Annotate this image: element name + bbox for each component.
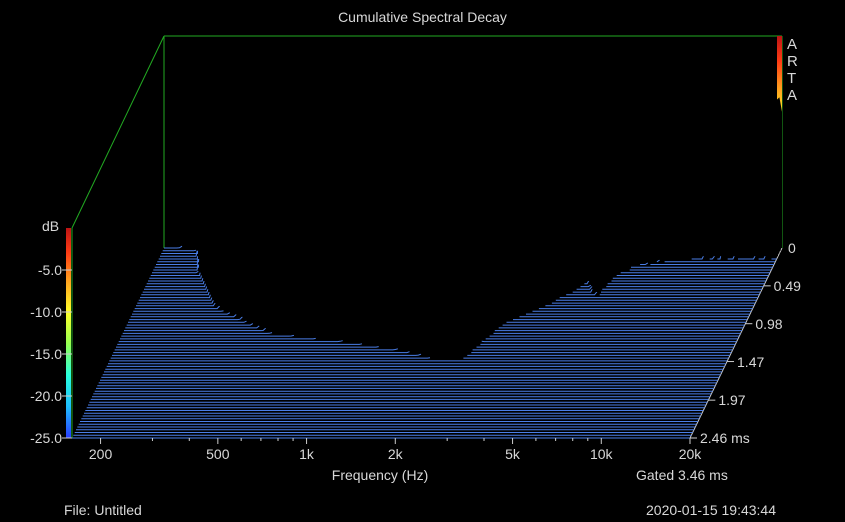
colorbar-tick-label: -5.0 bbox=[37, 262, 62, 278]
decay-trace bbox=[640, 262, 649, 265]
decay-trace bbox=[576, 286, 593, 290]
decay-trace bbox=[126, 323, 254, 326]
decay-trace bbox=[154, 226, 202, 268]
decay-trace bbox=[160, 243, 200, 257]
axis-ticks bbox=[100, 285, 771, 444]
decay-trace bbox=[117, 343, 363, 345]
time-tick-label: 1.47 bbox=[737, 353, 765, 370]
trace-mask bbox=[164, 46, 782, 248]
time-tick-label: 2.46 ms bbox=[700, 430, 750, 446]
decay-trace bbox=[122, 332, 273, 334]
arta-letter: A bbox=[787, 36, 798, 53]
decay-trace bbox=[150, 261, 203, 276]
colorbar-tick-label: -20.0 bbox=[30, 388, 62, 404]
x-tick-label: 200 bbox=[88, 446, 113, 462]
decay-trace bbox=[156, 243, 201, 265]
decay-trace bbox=[148, 269, 206, 282]
x-tick-label: 20k bbox=[678, 446, 702, 462]
decay-trace bbox=[116, 346, 379, 348]
colorbar-ticks bbox=[62, 269, 72, 439]
x-axis-label: Frequency (Hz) bbox=[331, 467, 429, 483]
arta-letter: A bbox=[787, 87, 798, 104]
decay-trace bbox=[118, 340, 343, 343]
arta-letter: T bbox=[787, 70, 797, 87]
time-tick-label: 0.49 bbox=[773, 277, 801, 294]
colorbar-tick-label: -15.0 bbox=[30, 346, 62, 362]
decay-trace bbox=[738, 253, 757, 260]
decay-trace bbox=[141, 285, 212, 296]
time-axis-line bbox=[689, 247, 783, 439]
decay-trace bbox=[138, 292, 214, 301]
x-tick-label: 5k bbox=[505, 446, 520, 462]
side-diagonal-edge bbox=[71, 35, 165, 229]
decay-trace bbox=[152, 270, 199, 274]
decay-trace bbox=[162, 249, 197, 252]
decay-trace bbox=[149, 265, 204, 279]
arta-letter: R bbox=[787, 53, 798, 70]
decay-trace bbox=[656, 259, 660, 263]
decay-trace bbox=[161, 213, 201, 254]
decay-trace bbox=[691, 253, 706, 260]
gate-label: Gated 3.46 ms bbox=[636, 467, 728, 483]
decay-trace bbox=[120, 337, 316, 340]
decay-trace bbox=[144, 279, 209, 290]
decay-trace bbox=[709, 255, 716, 260]
decay-trace bbox=[128, 320, 247, 323]
decay-trace bbox=[145, 277, 208, 288]
decay-trace bbox=[146, 273, 207, 285]
decay-trace bbox=[130, 314, 237, 318]
x-tick-label: 10k bbox=[589, 446, 613, 462]
x-tick-label: 1k bbox=[299, 446, 314, 462]
colorbar-label: dB bbox=[42, 218, 60, 234]
decay-trace bbox=[580, 284, 592, 288]
colorbar-scale-left bbox=[66, 228, 71, 438]
decay-trace bbox=[153, 248, 201, 271]
decay-trace bbox=[114, 348, 399, 351]
z-axis-zero-label: 0 bbox=[788, 240, 796, 256]
decay-trace bbox=[134, 305, 220, 310]
decay-trace bbox=[112, 353, 422, 356]
x-tick-label: 500 bbox=[206, 446, 230, 462]
decay-trace bbox=[158, 233, 201, 260]
datetime-label: 2020-01-15 19:43:44 bbox=[646, 502, 776, 518]
decay-trace bbox=[121, 334, 295, 337]
colorbar-tick-label: -10.0 bbox=[30, 304, 62, 320]
decay-trace bbox=[125, 325, 260, 329]
x-tick-label: 2k bbox=[387, 446, 403, 462]
decay-traces bbox=[72, 46, 782, 439]
decay-trace bbox=[129, 316, 243, 321]
decay-trace bbox=[113, 351, 410, 354]
colorbar-tick-label: -25.0 bbox=[30, 430, 62, 446]
time-tick-label: 1.97 bbox=[718, 392, 746, 409]
file-label: File: Untitled bbox=[64, 502, 142, 518]
decay-trace bbox=[572, 286, 594, 293]
decay-trace bbox=[137, 297, 216, 304]
chart-title: Cumulative Spectral Decay bbox=[338, 9, 507, 25]
decay-trace bbox=[124, 327, 266, 332]
decay-trace bbox=[140, 288, 213, 299]
decay-trace bbox=[157, 220, 202, 263]
time-tick-label: 0.98 bbox=[755, 315, 783, 332]
decay-trace bbox=[142, 282, 211, 293]
decay-trace bbox=[132, 312, 231, 315]
decay-trace bbox=[164, 245, 183, 249]
decay-trace bbox=[136, 301, 217, 307]
decay-trace bbox=[566, 291, 598, 296]
